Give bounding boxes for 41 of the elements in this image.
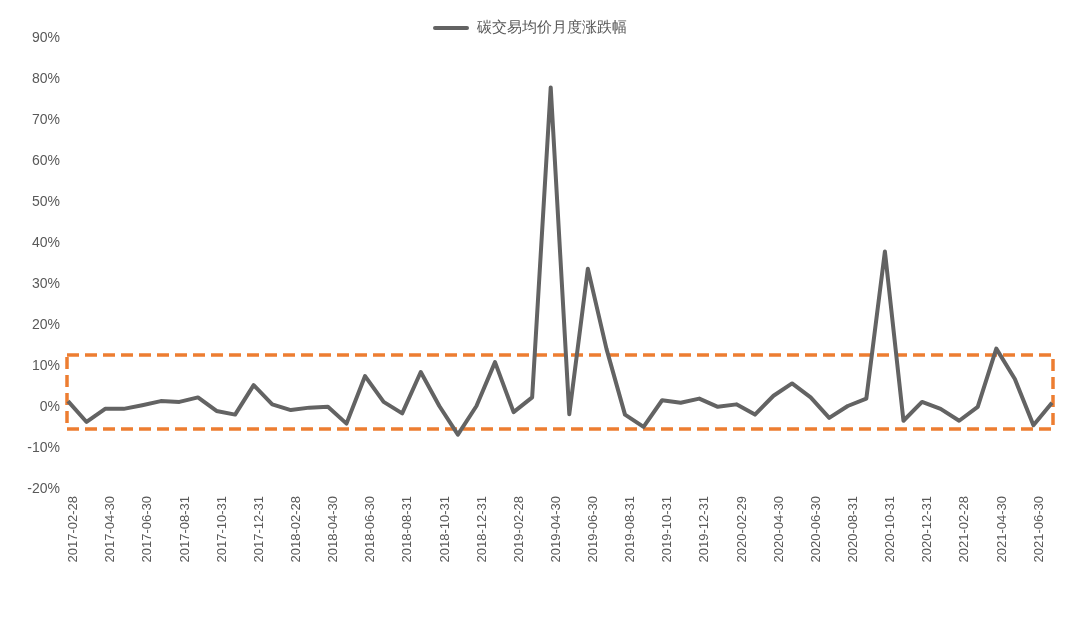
y-tick-label: 30% (31, 274, 60, 291)
x-tick-label: 2019-02-28 (510, 496, 526, 563)
x-tick-label: 2020-02-29 (733, 496, 749, 563)
x-tick-label: 2017-04-30 (102, 496, 118, 563)
x-tick-label: 2018-12-31 (473, 496, 489, 563)
x-tick-label: 2019-12-31 (696, 496, 712, 563)
x-tick-label: 2020-04-30 (770, 496, 786, 563)
x-tick-label: 2020-10-31 (882, 496, 898, 563)
x-tick-label: 2017-12-31 (250, 496, 266, 563)
y-tick-label: 40% (31, 233, 60, 250)
y-tick-label: -10% (27, 438, 60, 455)
legend-label: 碳交易均价月度涨跌幅 (477, 18, 627, 37)
x-tick-label: 2020-06-30 (807, 496, 823, 563)
x-tick-label: 2021-02-28 (956, 496, 972, 563)
x-tick-label: 2019-04-30 (547, 496, 563, 563)
x-tick-label: 2019-08-31 (622, 496, 638, 563)
x-tick-label: 2017-06-30 (139, 496, 155, 563)
y-tick-label: 0% (39, 397, 60, 414)
y-tick-label: 20% (31, 315, 60, 332)
line-series (66, 85, 1054, 437)
x-tick-label: 2019-10-31 (659, 496, 675, 563)
x-tick-label: 2017-08-31 (176, 496, 192, 563)
y-tick-label: 80% (31, 69, 60, 86)
x-tick-label: 2018-08-31 (399, 496, 415, 563)
y-tick-label: -20% (27, 479, 60, 496)
x-tick-label: 2021-04-30 (993, 496, 1009, 563)
x-tick-label: 2018-06-30 (362, 496, 378, 563)
x-tick-label: 2017-10-31 (213, 496, 229, 563)
x-tick-label: 2018-10-31 (436, 496, 452, 563)
y-tick-label: 10% (31, 356, 60, 373)
x-tick-label: 2021-06-30 (1030, 496, 1046, 563)
x-tick-label: 2020-08-31 (845, 496, 860, 563)
x-tick-label: 2018-02-28 (288, 496, 304, 563)
x-tick-label: 2018-04-30 (325, 496, 341, 563)
x-tick-label: 2017-02-28 (65, 496, 81, 563)
y-tick-label: 60% (31, 151, 60, 168)
y-tick-label: 50% (31, 192, 60, 209)
y-tick-label: 90% (31, 28, 60, 45)
x-tick-label: 2020-12-31 (919, 496, 935, 563)
x-tick-label: 2019-06-30 (585, 496, 601, 563)
y-tick-label: 70% (31, 110, 60, 127)
